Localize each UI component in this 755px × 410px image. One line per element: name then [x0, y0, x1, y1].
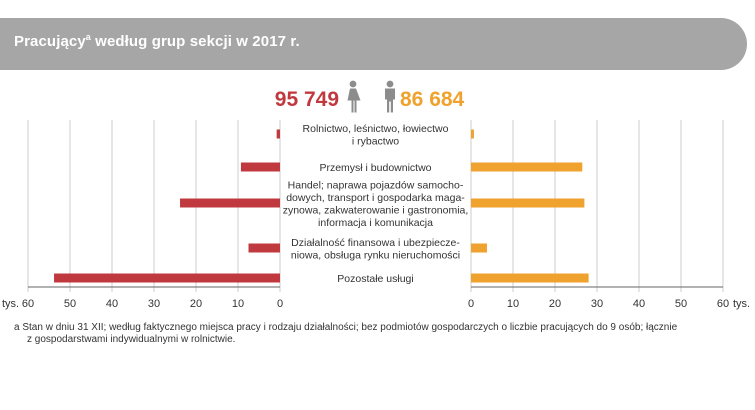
bar-women	[240, 162, 280, 172]
title-bar: Pracującya według grup sekcji w 2017 r.	[0, 18, 747, 70]
bar-men	[471, 129, 474, 139]
tick-label-left: 60	[22, 298, 34, 310]
tick-label-right: 50	[675, 298, 687, 310]
tick-label-left: 30	[148, 298, 160, 310]
footnote-line1: Stan w dniu 31 XII; według faktycznego m…	[22, 322, 678, 333]
bar-men	[471, 198, 585, 208]
tick-label-right: 30	[591, 298, 603, 310]
category-label-panel	[283, 124, 468, 292]
tick-label-right: 10	[507, 298, 519, 310]
category-label: informacja i komunikacja	[318, 217, 433, 229]
category-label: Rolnictwo, leśnictwo, łowiectwo	[303, 123, 449, 135]
tick-label-left: 0	[277, 298, 283, 310]
tick-label-right: 20	[549, 298, 561, 310]
category-label: Przemysł i budownictwo	[319, 162, 431, 174]
category-label: zynowa, zakwaterowanie i gastronomia,	[283, 204, 469, 216]
category-label: Działalność finansowa i ubezpiecze-	[291, 237, 460, 249]
unit-label-right: tys.	[733, 298, 750, 310]
footnote-marker: a	[85, 32, 91, 42]
bar-women	[180, 198, 280, 208]
tick-label-left: 20	[190, 298, 202, 310]
tick-label-left: 40	[106, 298, 118, 310]
bar-women	[248, 243, 280, 253]
footnote-marker-label: a	[14, 322, 20, 333]
category-label: niowa, obsługa rynku nieruchomości	[291, 249, 460, 261]
bar-men	[471, 162, 583, 172]
footnote-line2: z gospodarstwami indywidualnymi w rolnic…	[27, 334, 236, 345]
total-women: 95 749	[275, 88, 339, 111]
bar-women	[54, 273, 280, 283]
chart-title: Pracującya według grup sekcji w 2017 r.	[14, 32, 300, 50]
tick-label-right: 40	[633, 298, 645, 310]
unit-label-left: tys.	[2, 298, 19, 310]
tick-label-right: 60	[717, 298, 729, 310]
bar-women	[276, 129, 280, 139]
tick-label-left: 10	[232, 298, 244, 310]
tick-label-left: 50	[64, 298, 76, 310]
category-label: Handel; naprawa pojazdów samocho-	[288, 179, 464, 191]
category-label: i rybactwo	[352, 135, 399, 147]
woman-icon	[347, 80, 361, 113]
man-icon	[384, 80, 395, 113]
bar-men	[471, 243, 487, 253]
total-men: 86 684	[400, 88, 465, 111]
tick-label-right: 0	[468, 298, 474, 310]
footnote: a Stan w dniu 31 XII; według faktycznego…	[14, 322, 744, 346]
category-label: Pozostałe usługi	[337, 273, 413, 285]
bar-men	[471, 273, 589, 283]
category-label: dowych, transport i gospodarka maga-	[286, 192, 465, 204]
